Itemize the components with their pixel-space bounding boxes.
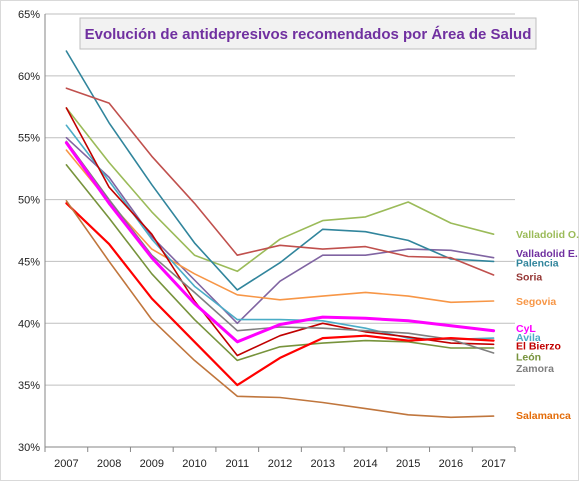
y-tick-label: 35% — [18, 380, 40, 392]
x-tick-label: 2017 — [481, 458, 505, 470]
chart-title-box: Evolución de antidepresivos recomendados… — [79, 17, 537, 50]
y-tick-label: 30% — [18, 442, 40, 454]
x-tick-label: 2013 — [310, 458, 334, 470]
x-tick-label: 2012 — [268, 458, 292, 470]
series-end-label: Avila — [516, 332, 541, 344]
x-tick-label: 2016 — [439, 458, 463, 470]
series-line-valladolid-o- — [65, 107, 495, 273]
y-tick-label: 45% — [18, 256, 40, 268]
series-line-zamora — [65, 140, 495, 354]
series-end-label: CyL — [516, 323, 536, 335]
series-end-label: El Bierzo — [516, 341, 561, 353]
series-line-le-n — [65, 164, 495, 362]
series-end-label: Soria — [516, 271, 542, 283]
y-tick-label: 55% — [18, 133, 40, 145]
series-line-palencia — [65, 50, 495, 291]
series-end-label: Palencia — [516, 258, 559, 270]
y-tick-label: 40% — [18, 318, 40, 330]
x-tick-label: 2015 — [396, 458, 420, 470]
x-tick-label: 2008 — [97, 458, 121, 470]
series-end-label: Valladolid E. — [516, 248, 578, 260]
series-end-label: Zamora — [516, 363, 554, 375]
series-group — [64, 50, 496, 419]
series-line-unlabeled — [65, 202, 495, 387]
x-tick-label: 2007 — [54, 458, 78, 470]
series-line-soria — [65, 87, 495, 276]
series-line-segovia — [65, 149, 495, 304]
x-tick-label: 2011 — [225, 458, 249, 470]
series-line-valladolid-e- — [65, 136, 495, 325]
x-tick-label: 2009 — [140, 458, 164, 470]
y-tick-label: 60% — [18, 71, 40, 83]
series-end-label: Valladolid O. — [516, 229, 579, 241]
x-tick-label: 2010 — [182, 458, 206, 470]
y-tick-label: 50% — [18, 195, 40, 207]
title-background — [79, 17, 537, 50]
series-end-label: Segovia — [516, 296, 556, 308]
x-tick-label: 2014 — [353, 458, 377, 470]
series-end-label: Salamanca — [516, 410, 571, 422]
chart-title: Evolución de antidepresivos recomendados… — [85, 26, 532, 43]
series-line-cyl — [64, 141, 496, 344]
series-end-label: León — [516, 352, 541, 364]
series-line-salamanca — [65, 200, 495, 419]
axes: 30% 35% 40% 45% 50% 55% 60% 65% 2007 2008 2009 2010… — [18, 9, 516, 470]
y-tick-label: 65% — [18, 9, 40, 21]
